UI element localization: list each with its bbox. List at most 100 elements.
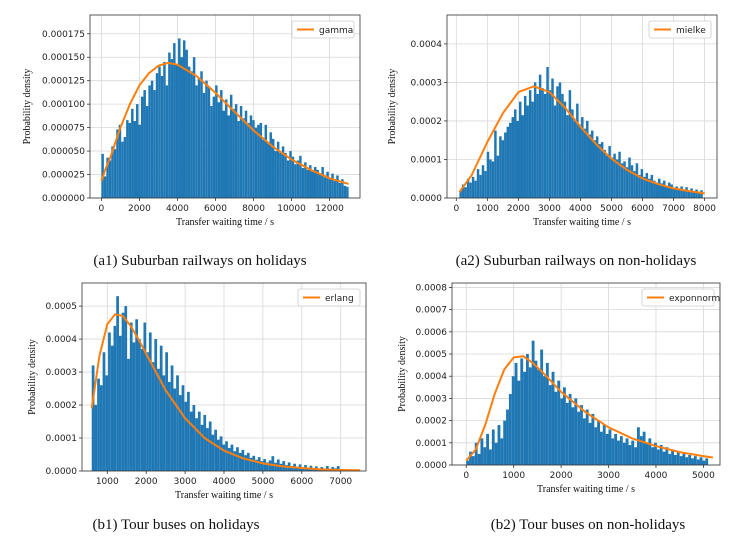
histogram-bar	[573, 120, 577, 198]
legend-label: erlang	[325, 294, 354, 304]
histogram-bar	[642, 431, 646, 465]
histogram-bar	[672, 188, 676, 198]
histogram-bar	[615, 159, 619, 198]
x-tick-label: 6000	[204, 204, 227, 214]
histogram-bar	[599, 431, 603, 465]
histogram-bar	[338, 182, 342, 198]
histogram-bar	[588, 134, 591, 198]
histogram-bar	[483, 447, 487, 465]
histogram-bar	[118, 335, 122, 471]
histogram-bar	[217, 102, 221, 198]
histogram-bar	[635, 163, 639, 198]
histogram-bar	[309, 165, 312, 198]
histogram-bar	[673, 455, 677, 465]
histogram-bar	[266, 462, 269, 471]
histogram-bar	[675, 186, 678, 198]
histogram-bar	[474, 180, 477, 198]
histogram-bar	[622, 442, 626, 465]
histogram-bar	[466, 460, 470, 465]
histogram-bar	[653, 180, 656, 198]
histogram-bar	[540, 349, 544, 465]
x-tick-label: 6000	[631, 204, 654, 214]
histogram-bar	[192, 57, 196, 198]
histogram-bar	[628, 445, 632, 465]
histogram-bar	[531, 340, 535, 465]
histogram-bar	[182, 40, 186, 198]
histogram-bar	[197, 411, 201, 471]
histogram-bar	[571, 109, 574, 198]
histogram-bar	[489, 159, 492, 198]
histogram-bar	[471, 176, 475, 198]
histogram-bar	[474, 442, 478, 465]
caption-b2: (b2) Tour buses on non-holidays	[491, 517, 686, 533]
histogram-bar	[491, 429, 495, 465]
fit-curve-gamma	[100, 61, 349, 185]
histogram-bar	[695, 189, 698, 198]
histogram-bar	[165, 352, 168, 471]
axes-frame	[89, 14, 361, 199]
y-axis-label: Probability density	[22, 69, 33, 145]
histogram-bar	[285, 465, 288, 471]
chart-panel-a2: 0 1000 2000 3000 4000 5000 6000 7000 8000 0.0000 0…	[387, 14, 718, 228]
y-tick-label: 0.0003	[46, 368, 78, 378]
axes-frame	[451, 282, 721, 466]
histogram-bar	[634, 447, 637, 465]
histogram-bar	[162, 375, 166, 471]
histogram-bar	[568, 90, 572, 198]
y-axis-label: Probability density	[387, 69, 398, 145]
histogram-bar	[110, 345, 114, 471]
histogram-bar	[200, 71, 203, 198]
x-tick-label: 2000	[135, 477, 158, 487]
histogram-bar	[203, 414, 207, 471]
histogram-bar	[304, 162, 307, 198]
histogram-bar	[165, 85, 169, 198]
histogram-bar	[325, 466, 329, 471]
histogram-bar	[220, 90, 223, 198]
histogram-bar	[252, 120, 255, 198]
histogram-bar	[244, 455, 247, 471]
x-tick-label: 3000	[174, 477, 197, 487]
histogram-bar	[548, 385, 552, 465]
histogram-bar	[143, 90, 146, 198]
histogram-bar	[665, 447, 669, 465]
histogram-bar	[247, 122, 250, 198]
histogram-bar	[237, 121, 240, 198]
histogram-bar	[620, 163, 624, 198]
fit-curve-exponnorm	[465, 355, 714, 462]
histogram-bar	[227, 115, 230, 198]
histogram-bar	[519, 101, 522, 198]
y-tick-label: 0.0002	[411, 117, 443, 127]
histogram-bar	[108, 332, 111, 471]
x-tick-label: 5000	[251, 477, 274, 487]
histogram-bar	[306, 169, 310, 198]
histogram-bar	[281, 146, 285, 198]
histogram-bar	[138, 124, 141, 198]
histogram-bar	[613, 153, 616, 198]
histogram-bar	[108, 160, 112, 198]
histogram-bar	[195, 418, 198, 471]
histogram-bar	[291, 156, 295, 198]
histogram-bar	[656, 449, 660, 465]
histogram-bar	[263, 459, 267, 471]
histogram-bar	[259, 122, 263, 198]
histogram-bar	[146, 352, 149, 471]
histogram-bar	[705, 458, 709, 465]
histogram-bar	[333, 181, 337, 198]
histogram-bar	[154, 339, 158, 471]
histogram-bar	[494, 442, 498, 465]
histogram-bar	[216, 439, 220, 471]
histogram-bar	[588, 422, 592, 465]
histogram-bar	[528, 90, 532, 198]
histogram-bar	[106, 157, 109, 198]
histogram-bar	[178, 38, 181, 198]
histogram-bar	[232, 108, 235, 198]
histogram-bar	[574, 398, 578, 465]
histogram-bar	[603, 149, 606, 198]
histogram-bar	[618, 151, 621, 198]
histogram-bar	[655, 182, 659, 198]
histogram-bar	[210, 106, 213, 198]
histogram-bar	[562, 387, 566, 465]
histogram-bar	[336, 466, 340, 471]
histogram-bar	[113, 325, 117, 471]
histogram-bar	[138, 339, 141, 471]
